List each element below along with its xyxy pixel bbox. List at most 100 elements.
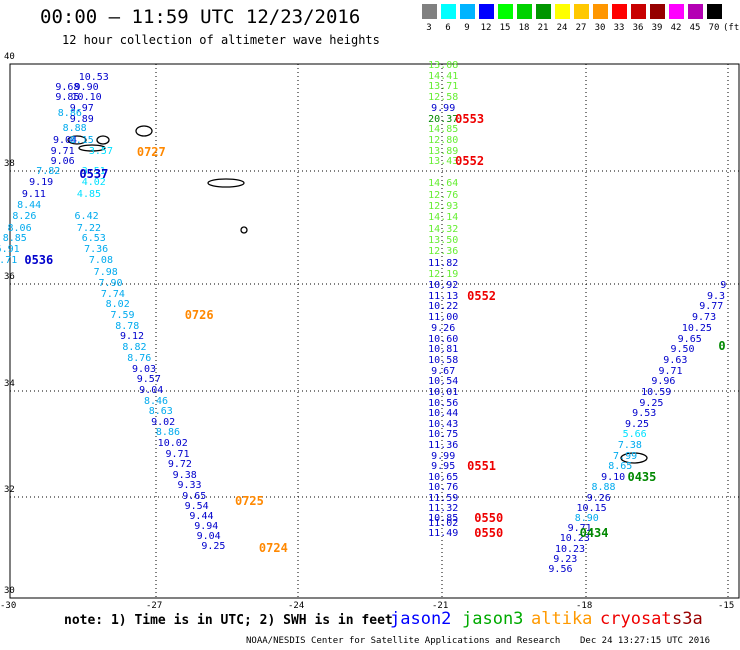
island-graciosa bbox=[135, 125, 153, 137]
scale-swatch bbox=[631, 4, 646, 19]
wave-height-value: 10.02 bbox=[157, 437, 188, 449]
wave-height-value: 8.71 bbox=[0, 255, 18, 267]
wave-height-value: 8.15 bbox=[69, 134, 94, 146]
wave-height-value: 8.78 bbox=[115, 320, 140, 332]
wave-height-value: 9.06 bbox=[50, 156, 75, 168]
wave-height-value: 7.08 bbox=[88, 255, 113, 267]
scale-swatch bbox=[517, 4, 532, 19]
wave-height-value: 12.19 bbox=[428, 268, 459, 280]
scale-swatch bbox=[574, 4, 589, 19]
islands bbox=[67, 125, 648, 464]
wave-height-value: 9.73 bbox=[692, 312, 717, 324]
lat-tick-label: 40 bbox=[4, 52, 15, 62]
wave-height-value: 10.56 bbox=[428, 397, 459, 409]
wave-height-value: 8.65 bbox=[608, 461, 633, 473]
pass-time-label: 0552 bbox=[467, 288, 497, 303]
wave-height-value: 10.76 bbox=[428, 482, 459, 494]
scale-swatch bbox=[688, 4, 703, 19]
scale-label: 15 bbox=[499, 23, 511, 33]
wave-height-value: 6.53 bbox=[81, 232, 106, 244]
wave-height-value: 9.56 bbox=[548, 563, 573, 575]
pass-time-label: 0552 bbox=[455, 154, 485, 169]
wave-height-value: 8.90 bbox=[574, 513, 599, 525]
wave-height-value: 8.82 bbox=[122, 342, 147, 354]
lat-tick-label: 32 bbox=[4, 485, 15, 495]
scale-unit: (ft) bbox=[723, 23, 740, 33]
scale-swatch bbox=[555, 4, 570, 19]
wave-height-value: 8.26 bbox=[12, 211, 37, 223]
scale-label: 18 bbox=[518, 23, 530, 33]
wave-height-value: 9.97 bbox=[69, 102, 94, 114]
lon-tick-label: -24 bbox=[288, 601, 305, 611]
scale-swatch bbox=[479, 4, 494, 19]
wave-height-value: 8.86 bbox=[155, 427, 180, 439]
wave-height-value: 9.19 bbox=[29, 177, 54, 189]
lat-lon-grid bbox=[9, 63, 740, 599]
pass-time-label: 0727 bbox=[136, 145, 166, 160]
wave-height-value: 5.66 bbox=[622, 429, 647, 441]
wave-height-value: 14.85 bbox=[428, 124, 459, 136]
wave-height-value: 12.36 bbox=[428, 246, 459, 258]
wave-height-value: 9.04 bbox=[139, 384, 164, 396]
wave-height-value: 14.41 bbox=[428, 70, 459, 82]
wave-height-value: 8.85 bbox=[2, 232, 27, 244]
scale-label: 24 bbox=[556, 23, 568, 33]
scale-swatch bbox=[650, 4, 665, 19]
wave-height-value: 10.44 bbox=[428, 408, 459, 420]
lon-tick-label: -30 bbox=[0, 601, 17, 611]
wave-height-value: 9.72 bbox=[167, 459, 192, 471]
wave-height-value: 10.58 bbox=[428, 354, 459, 366]
wave-height-value: 11.00 bbox=[428, 312, 459, 324]
wave-height-value: 14.32 bbox=[428, 223, 459, 235]
wave-height-value: 12.80 bbox=[428, 134, 459, 146]
wave-height-value: 11.36 bbox=[428, 440, 459, 452]
wave-height-value: 9 bbox=[720, 280, 727, 292]
wave-height-value: 10.23 bbox=[554, 543, 586, 555]
wave-height-value: 9.10 bbox=[601, 471, 626, 483]
wave-height-value: 9.11 bbox=[21, 188, 46, 200]
wave-height-value: 9.50 bbox=[670, 344, 695, 356]
wave-height-value: 9.71 bbox=[567, 523, 592, 535]
wave-height-value: 14.64 bbox=[428, 178, 459, 190]
wave-height-value: 9.25 bbox=[625, 418, 650, 430]
wave-height-value: 9.94 bbox=[194, 521, 219, 533]
island-sao-jorge bbox=[78, 144, 106, 152]
wave-height-value: 10.01 bbox=[428, 387, 459, 399]
map-subtitle: 12 hour collection of altimeter wave hei… bbox=[62, 33, 380, 47]
wave-height-value: 13.08 bbox=[428, 60, 459, 72]
wave-height-value: 12.58 bbox=[428, 92, 459, 104]
wave-height-value: 3.51 bbox=[81, 166, 106, 177]
wave-height-value: 11.82 bbox=[428, 257, 459, 269]
credit-text: NOAA/NESDIS Center for Satellite Applica… bbox=[246, 636, 561, 646]
pass-time-label: 0550 bbox=[474, 526, 504, 541]
wave-height-value: 7.74 bbox=[100, 288, 125, 300]
wave-height-value: 13.71 bbox=[428, 81, 459, 93]
wave-height-value: 9.65 bbox=[182, 490, 207, 502]
wave-height-value: 9.3 bbox=[707, 290, 726, 302]
wave-height-value: 9.90 bbox=[74, 82, 99, 93]
scale-swatch bbox=[536, 4, 551, 19]
wave-height-value: 9.38 bbox=[172, 469, 197, 481]
wave-height-value: 9.71 bbox=[50, 145, 75, 157]
pass-time-label: 0553 bbox=[455, 111, 485, 126]
wave-height-value: 9.02 bbox=[151, 416, 176, 428]
wave-height-value: 9.12 bbox=[120, 331, 145, 343]
wave-height-value: 7.38 bbox=[617, 440, 642, 452]
wave-height-value: 9.54 bbox=[184, 501, 209, 513]
pass-time-label: 0 bbox=[718, 338, 726, 353]
wave-height-value: 9.63 bbox=[663, 354, 688, 366]
wave-height-value: 9.04 bbox=[52, 134, 78, 146]
wave-height-value: 9.25 bbox=[201, 541, 226, 553]
wave-height-value: 13.89 bbox=[428, 145, 459, 157]
scale-label: 12 bbox=[480, 23, 492, 33]
wave-height-value: 11.59 bbox=[428, 493, 459, 504]
scale-label: 6 bbox=[445, 23, 451, 33]
wave-height-value: 10.85 bbox=[428, 513, 459, 525]
scale-swatch bbox=[707, 4, 722, 19]
pass-time-label: 0550 bbox=[474, 511, 504, 526]
legend-item-s3a: s3a bbox=[672, 609, 703, 629]
pass-time-label: 0434 bbox=[579, 526, 609, 541]
wave-height-value: 11.32 bbox=[428, 503, 459, 515]
wave-height-value: 9.95 bbox=[431, 461, 456, 473]
wave-height-value: 9.04 bbox=[196, 531, 221, 543]
